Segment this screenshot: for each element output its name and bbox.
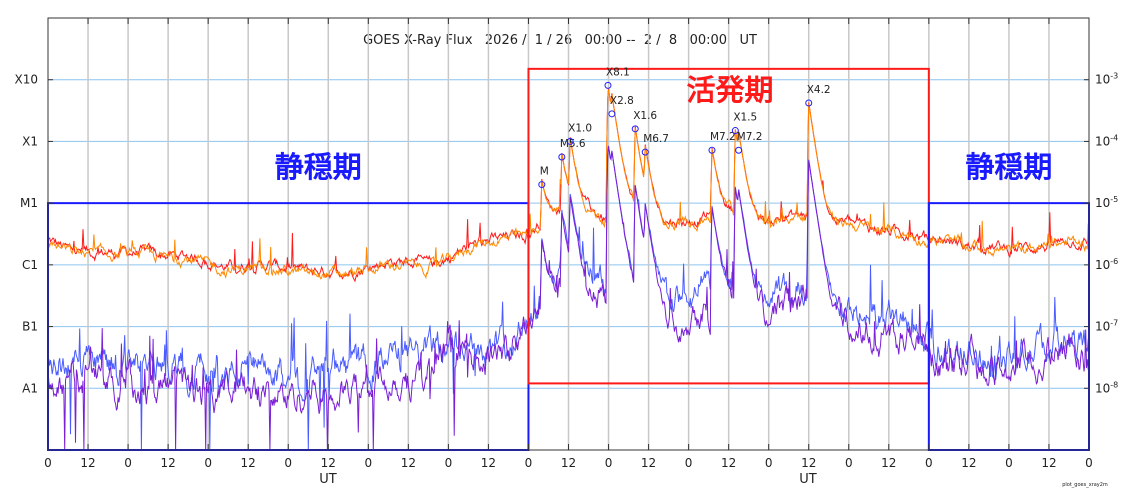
x-tick-label: 12: [641, 456, 656, 470]
x-axis-label-2: UT: [799, 472, 817, 487]
flare-label: X4.2: [807, 84, 831, 96]
x-tick-label: 0: [845, 456, 853, 470]
x-tick-label: 0: [1005, 456, 1013, 470]
flare-label: X1.5: [733, 112, 757, 124]
flare-label: X8.1: [606, 66, 630, 78]
y-left-tick-label: X10: [15, 73, 39, 87]
x-tick-label: 0: [44, 456, 52, 470]
y-left-tick-label: M1: [20, 196, 38, 210]
x-tick-label: 12: [481, 456, 496, 470]
x-tick-label: 12: [961, 456, 976, 470]
x-tick-label: 0: [525, 456, 533, 470]
y-right-tick-label: 10-4: [1095, 133, 1118, 148]
chart-title: GOES X-Ray Flux 2026 / 1 / 26 00:00 -- 2…: [363, 33, 757, 48]
x-tick-label: 0: [765, 456, 773, 470]
x-tick-label: 12: [401, 456, 416, 470]
period-label: 静穏期: [965, 150, 1052, 184]
x-tick-label: 0: [1085, 456, 1093, 470]
flare-label: M: [540, 166, 549, 178]
flare-label: X1.0: [568, 122, 592, 134]
flare-marker: [731, 127, 739, 135]
y-right-tick-label: 10-8: [1095, 380, 1118, 395]
x-tick-label: 12: [801, 456, 816, 470]
flare-marker: [805, 99, 813, 107]
flare-label: M5.6: [560, 138, 586, 150]
flare-marker: [735, 146, 743, 154]
y-right-tick-label: 10-7: [1095, 319, 1118, 334]
x-tick-label: 0: [364, 456, 372, 470]
flare-label: X1.6: [633, 110, 657, 122]
x-tick-label: 0: [605, 456, 613, 470]
flare-label: X2.8: [610, 95, 634, 107]
x-tick-label: 0: [685, 456, 693, 470]
x-tick-label: 0: [204, 456, 212, 470]
flare-marker: [558, 153, 566, 161]
flare-label: M6.7: [643, 133, 669, 145]
x-tick-label: 12: [721, 456, 736, 470]
x-tick-label: 0: [445, 456, 453, 470]
flare-marker: [566, 137, 574, 145]
x-tick-label: 12: [160, 456, 175, 470]
flare-marker: [538, 181, 546, 189]
y-right-tick-label: 10-6: [1095, 257, 1118, 272]
y-left-tick-label: X1: [22, 134, 38, 148]
x-tick-label: 12: [561, 456, 576, 470]
x-tick-label: 0: [925, 456, 933, 470]
x-tick-label: 12: [881, 456, 896, 470]
x-tick-label: 12: [241, 456, 256, 470]
flare-marker: [604, 81, 612, 89]
footnote: plot_goes_xray2m: [1062, 482, 1108, 488]
flare-marker: [708, 146, 716, 154]
flare-label: M7.2: [710, 131, 736, 143]
flare-marker: [631, 125, 639, 133]
x-tick-label: 12: [1041, 456, 1056, 470]
flux-series-line: [47, 88, 1090, 283]
y-right-tick-label: 10-3: [1095, 72, 1118, 87]
flux-series-line: [47, 146, 1090, 451]
period-label: 静穏期: [275, 150, 362, 184]
x-tick-label: 12: [80, 456, 95, 470]
flare-marker: [608, 110, 616, 118]
x-tick-label: 0: [124, 456, 132, 470]
y-left-tick-label: C1: [22, 258, 38, 272]
y-right-tick-label: 10-5: [1095, 195, 1118, 210]
flux-series-line: [47, 89, 1090, 280]
flare-label: M7.2: [737, 131, 763, 143]
y-left-tick-label: A1: [22, 381, 38, 395]
period-label: 活発期: [686, 73, 773, 107]
x-tick-label: 0: [284, 456, 292, 470]
x-tick-label: 12: [321, 456, 336, 470]
flare-marker: [641, 148, 649, 156]
plot-frame: [47, 17, 1090, 451]
x-axis-label-1: UT: [319, 472, 337, 487]
y-left-tick-label: B1: [22, 320, 38, 334]
